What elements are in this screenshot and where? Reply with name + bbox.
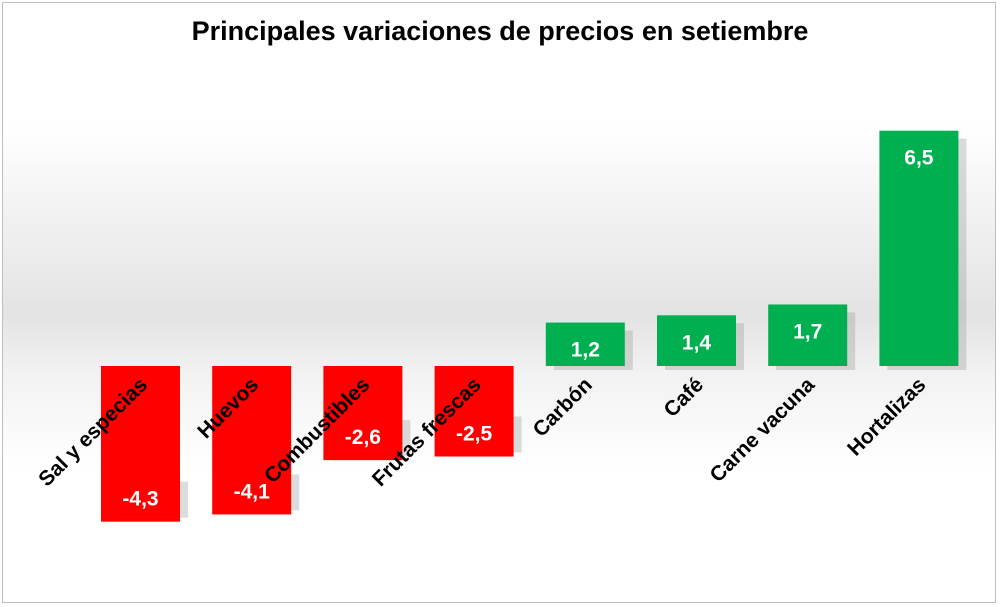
data-label: 6,5 bbox=[904, 147, 934, 170]
bar bbox=[101, 366, 180, 522]
bar bbox=[879, 130, 959, 366]
category-label: Café bbox=[660, 373, 708, 421]
data-label: -4,1 bbox=[234, 480, 271, 503]
data-label: -4,3 bbox=[122, 488, 158, 511]
bar bbox=[212, 366, 292, 515]
category-label: Hortalizas bbox=[843, 373, 930, 460]
data-label: 1,2 bbox=[571, 339, 600, 362]
data-label: -2,5 bbox=[456, 423, 493, 446]
bar bbox=[545, 322, 625, 366]
data-label: 1,7 bbox=[793, 320, 822, 343]
data-label: 1,4 bbox=[682, 331, 712, 354]
bar bbox=[434, 366, 514, 457]
chart-title: Principales variaciones de precios en se… bbox=[191, 16, 809, 46]
bar bbox=[323, 366, 403, 461]
data-label: -2,6 bbox=[345, 426, 381, 449]
bar bbox=[657, 315, 736, 366]
category-label: Carne vacuna bbox=[706, 373, 820, 487]
category-label: Carbón bbox=[529, 373, 597, 441]
bar bbox=[768, 304, 848, 366]
